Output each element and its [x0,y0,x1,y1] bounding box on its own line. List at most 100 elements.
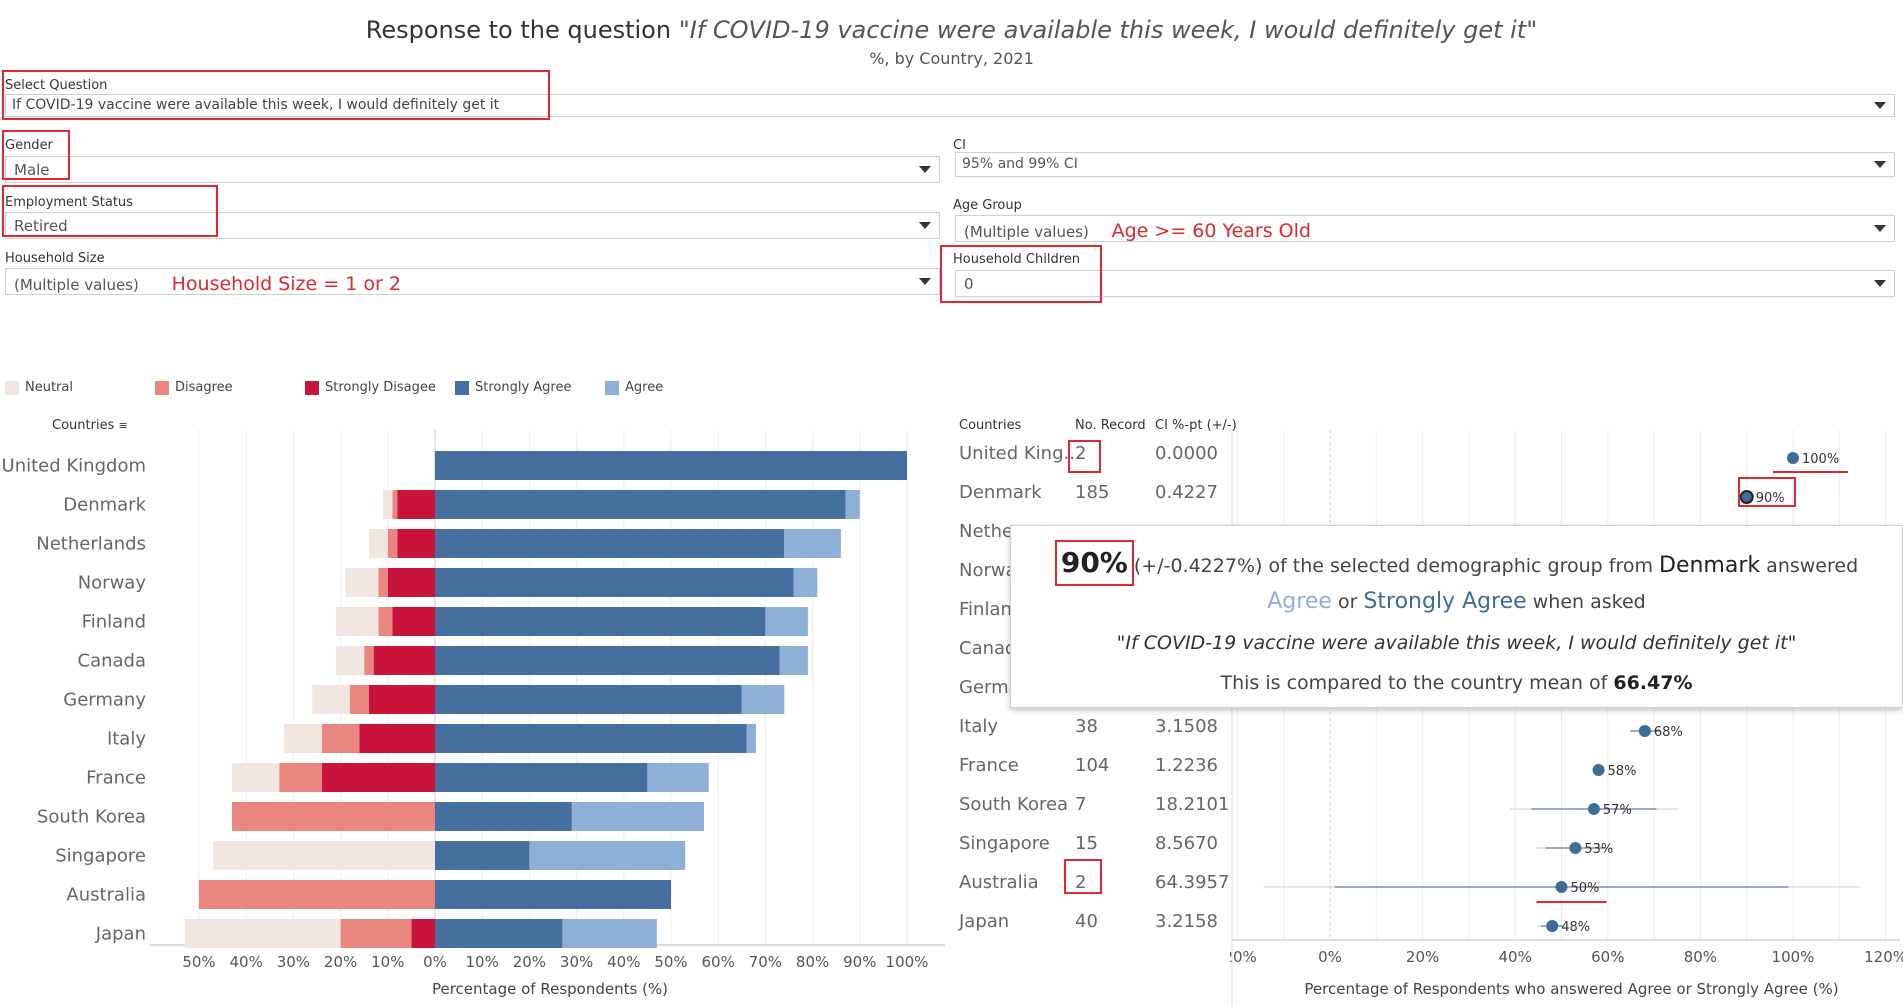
bar-strongly-disagree[interactable] [397,490,435,519]
chevron-down-icon [919,222,931,229]
bar-disagree[interactable] [232,802,435,831]
bar-agree[interactable] [845,490,860,519]
bar-disagree[interactable] [387,529,398,558]
countries-header-label: Countries [52,418,115,433]
bar-strongly-agree[interactable] [435,685,742,714]
bar-strongly-agree[interactable] [435,919,563,948]
data-point[interactable] [1739,490,1754,504]
bar-neutral[interactable] [335,646,365,675]
bar-disagree[interactable] [321,724,360,753]
employment-dropdown[interactable]: Retired [5,212,940,239]
data-point[interactable] [1569,842,1582,854]
bar-strongly-disagree[interactable] [321,763,435,792]
bar-agree[interactable] [784,529,841,558]
legend-item[interactable]: Neutral [5,380,73,395]
bar-strongly-agree[interactable] [435,529,785,558]
bar-neutral[interactable] [232,763,280,792]
bar-agree[interactable] [793,568,818,597]
bar-neutral[interactable] [283,724,322,753]
bar-neutral[interactable] [335,607,379,636]
ci-dropdown[interactable]: 95% and 99% CI [955,152,1895,177]
bar-strongly-agree[interactable] [435,568,794,597]
bar-agree[interactable] [529,841,686,870]
table-header-countries: Countries [959,418,1022,433]
data-point[interactable] [1546,920,1559,932]
bar-disagree[interactable] [350,685,369,714]
x-tick-label: 70% [749,953,782,971]
bar-agree[interactable] [746,724,756,753]
bar-disagree[interactable] [340,919,412,948]
bar-strongly-disagree[interactable] [397,529,435,558]
bar-neutral[interactable] [213,841,435,870]
data-point[interactable] [1555,881,1568,893]
household-size-dropdown[interactable]: (Multiple values) Household Size = 1 or … [5,268,940,295]
bar-strongly-agree[interactable] [435,802,572,831]
bar-disagree[interactable] [378,568,388,597]
legend-item[interactable]: Agree [605,380,663,395]
bar-neutral[interactable] [345,568,379,597]
legend-item[interactable]: Strongly Agree [455,380,572,395]
highlight-box [940,245,1102,303]
bar-disagree[interactable] [392,490,398,519]
bar-neutral[interactable] [368,529,388,558]
bar-strongly-disagree[interactable] [373,646,435,675]
bar-disagree[interactable] [199,880,435,909]
table-header-ci: CI %-pt (+/-) [1155,418,1237,433]
age-group-dropdown[interactable]: (Multiple values) Age >= 60 Years Old [955,215,1895,242]
household-children-dropdown[interactable]: 0 [955,270,1895,297]
bar-strongly-agree[interactable] [435,763,648,792]
data-point[interactable] [1787,452,1799,464]
bar-disagree[interactable] [279,763,322,792]
bar-strongly-agree[interactable] [435,646,780,675]
x-tick-label: 60% [1591,948,1624,966]
bar-disagree[interactable] [378,607,393,636]
legend-item[interactable]: Disagree [155,380,233,395]
legend-swatch [455,380,469,395]
bar-neutral[interactable] [312,685,351,714]
ci-value: 95% and 99% CI [962,156,1078,172]
data-label: 50% [1571,881,1600,896]
tooltip-answered: answered [1760,555,1859,577]
bar-strongly-disagree[interactable] [392,607,435,636]
bar-strongly-agree[interactable] [435,607,766,636]
bar-strongly-disagree[interactable] [368,685,435,714]
bar-agree[interactable] [647,763,709,792]
data-point[interactable] [1587,803,1600,815]
table-cell-ci: 3.2158 [1155,911,1218,932]
x-tick-label: 10% [371,953,404,971]
data-label: 58% [1608,764,1637,779]
legend-label: Strongly Agree [475,380,572,395]
data-point[interactable] [1638,725,1651,737]
bar-strongly-disagree[interactable] [411,919,435,948]
data-point[interactable] [1592,764,1605,776]
gender-dropdown[interactable]: Male [5,156,940,183]
bar-strongly-disagree[interactable] [359,724,435,753]
right-x-axis-label: Percentage of Respondents who answered A… [1304,980,1839,998]
bar-strongly-agree[interactable] [435,880,671,909]
table-cell-ci: 8.5670 [1155,833,1218,854]
x-tick-label: 40% [230,953,263,971]
bar-neutral[interactable] [383,490,393,519]
bar-agree[interactable] [741,685,785,714]
chevron-down-icon [1874,161,1886,168]
bar-agree[interactable] [562,919,657,948]
bar-agree[interactable] [571,802,705,831]
bar-strongly-agree[interactable] [435,841,530,870]
x-tick-label: 20% [1406,948,1439,966]
legend-item[interactable]: Strongly Disagee [305,380,436,395]
bar-neutral[interactable] [184,919,341,948]
bar-disagree[interactable] [364,646,374,675]
bar-strongly-disagree[interactable] [387,568,435,597]
bar-agree[interactable] [765,607,808,636]
x-tick-label: 50% [654,953,687,971]
bar-strongly-agree[interactable] [435,451,907,480]
bar-strongly-agree[interactable] [435,724,747,753]
countries-header[interactable]: Countries ≡ [52,418,128,433]
select-question-dropdown[interactable]: If COVID-19 vaccine were available this … [5,94,1895,117]
legend-label: Neutral [25,380,73,395]
age-group-value: (Multiple values) [964,223,1089,241]
category-label: Italy [107,729,146,750]
tooltip: 90% (+/-0.4227%) of the selected demograp… [1010,525,1903,708]
bar-strongly-agree[interactable] [435,490,846,519]
bar-agree[interactable] [779,646,808,675]
